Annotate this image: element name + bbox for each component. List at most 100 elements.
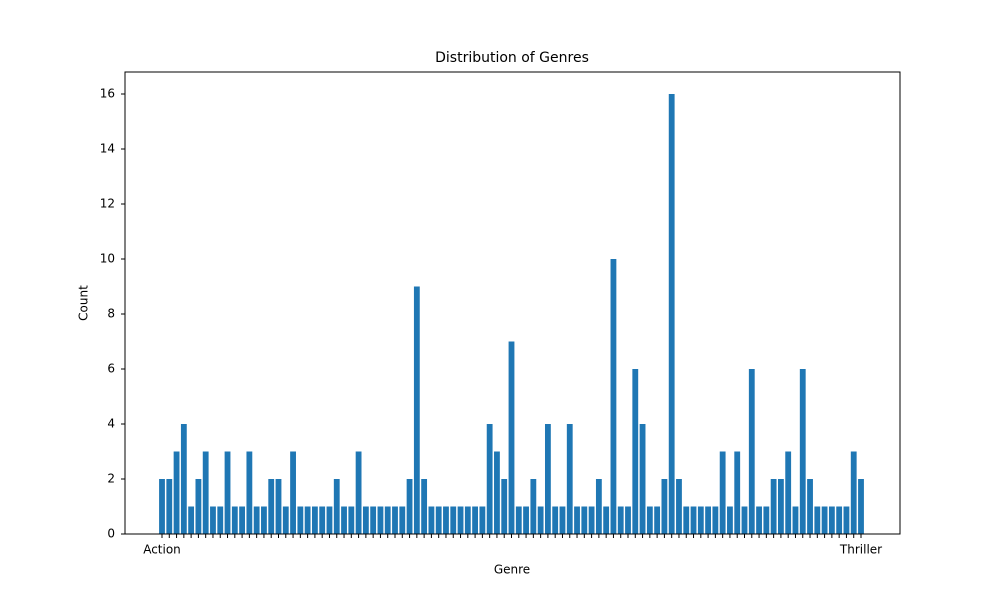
bar [341,506,347,534]
bar [268,479,275,534]
bar [311,506,318,534]
bar [595,479,602,534]
bar [479,506,486,534]
bar [166,479,173,534]
bar [632,369,639,534]
bar [224,451,231,534]
bar [304,506,311,534]
bar [188,506,195,534]
bar [799,369,806,534]
bar [282,506,289,534]
bar [661,479,668,534]
bar [290,451,296,534]
bar [472,506,479,534]
bar [588,506,595,534]
bar [581,506,588,534]
bar [377,506,384,534]
y-tick-label: 2 [107,472,115,486]
bar [275,479,282,534]
bar [668,94,675,534]
bar [712,506,719,534]
bar [697,506,704,534]
bar [727,506,733,534]
y-tick-label: 0 [107,527,115,541]
bar [654,506,661,534]
bar [676,479,682,534]
bar [625,506,631,534]
bar [530,479,537,534]
bar [159,479,165,534]
bar [421,479,428,534]
bar [413,286,420,534]
bar [217,506,224,534]
bar [617,506,624,534]
bar [814,506,821,534]
bar [486,424,493,534]
bar [559,506,566,534]
x-tick-label: Action [143,543,181,557]
bar [231,506,238,534]
bar [384,506,391,534]
bar [544,424,551,534]
bar [457,506,464,534]
bar [603,506,610,534]
bar [850,451,857,534]
bar [450,506,457,534]
bar [362,506,369,534]
bar [705,506,712,534]
bar [195,479,202,534]
bar [333,479,340,534]
bar [435,506,442,534]
bar [399,506,406,534]
bar [173,451,180,534]
bar [348,506,355,534]
bar [734,451,741,534]
bar [858,479,864,534]
bar [443,506,449,534]
bar [821,506,828,534]
bar [523,506,529,534]
bar [319,506,326,534]
bar [719,451,726,534]
y-tick-label: 6 [107,362,115,376]
bar [770,479,777,534]
plot-frame [124,71,901,535]
bar [464,506,471,534]
bar [494,451,500,534]
bar [370,506,377,534]
x-tick-label: Thriller [839,543,882,557]
bar [566,424,573,534]
bar [355,451,362,534]
bar [202,451,209,534]
bar [843,506,850,534]
bar [392,506,398,534]
bar [690,506,697,534]
chart-title: Distribution of Genres [435,50,589,66]
bar [785,451,792,534]
bar [246,451,253,534]
bar [574,506,580,534]
bar [756,506,762,534]
bar [428,506,435,534]
x-axis-label: Genre [494,563,530,577]
bar [836,506,843,534]
y-tick-label: 14 [100,142,115,156]
bar [639,424,646,534]
bar [210,506,216,534]
bar [501,479,508,534]
bar [741,506,748,534]
bar [792,506,799,534]
bar [508,341,515,534]
bar [807,479,813,534]
bar [646,506,653,534]
bar [515,506,522,534]
y-tick-label: 12 [100,197,115,211]
bar [180,424,187,534]
bar [748,369,755,534]
bar [828,506,835,534]
bar [261,506,267,534]
bar [763,506,770,534]
bar [239,506,246,534]
bar [610,259,617,534]
